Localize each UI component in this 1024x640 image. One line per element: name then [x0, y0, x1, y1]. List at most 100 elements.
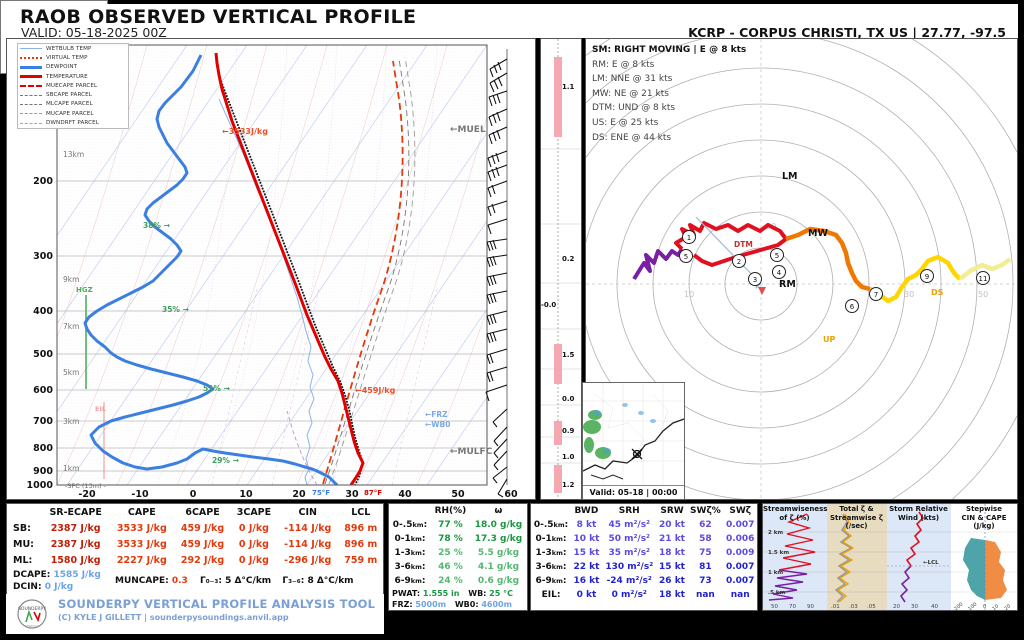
legend-swatch-mlcape: [20, 103, 42, 105]
bwd-row-unit: km: [551, 577, 563, 585]
swz-3-6: 0.007: [725, 562, 755, 572]
svg-text:90: 90: [807, 604, 814, 610]
rh-row-unit: km: [412, 521, 424, 529]
bwd-6-9: 16 kt: [573, 576, 600, 586]
table-row: 0-.5km: 77 % 18.0 g/kg: [389, 518, 527, 532]
svg-text:29% →: 29% →: [212, 456, 239, 465]
table-row: 1-3km: 25 % 5.5 g/kg: [389, 546, 527, 560]
table-row: 3-6km: 22 kt 130 m²/s² 15 kt 81 0.007: [531, 560, 757, 574]
hodo-trace-0-1km: [632, 247, 684, 281]
svg-text:5: 5: [775, 252, 779, 260]
table-row: 0-1km: 78 % 17.3 g/kg: [389, 532, 527, 546]
bwd-row-unit: km: [553, 521, 565, 529]
mu-6cape: 459 J/kg: [180, 538, 225, 550]
skewt-diagram[interactable]: 200 300 400 500 600 700 800 900 1000 13km 9km 7k…: [6, 38, 536, 500]
svg-text:10: 10: [684, 290, 694, 299]
strip-streamwiseness[interactable]: 2 km 1.5 km 1 km .5 km 50 70 90 Streamwisene…: [763, 504, 827, 610]
radar-inset[interactable]: Valid: 05-18 | 00:00: [582, 382, 685, 500]
omega-value-3-6: 4.1 g/kg: [477, 562, 520, 572]
omega-value-6-9: 0.6 g/kg: [477, 576, 520, 586]
svg-text:50: 50: [771, 604, 778, 610]
svg-text:11: 11: [979, 275, 988, 283]
col-blank: [531, 504, 571, 518]
rh-table: RH(%) ω 0-.5km: 77 % 18.0 g/kg 0-1km: 78…: [389, 504, 527, 588]
svg-text:3: 3: [753, 276, 757, 284]
swz-0-1: 0.006: [725, 534, 755, 544]
svg-text:1.1: 1.1: [562, 83, 575, 91]
svg-text:50: 50: [978, 290, 988, 299]
svg-text:0: 0: [190, 489, 197, 499]
srw-1-3: 18 kt: [659, 548, 685, 558]
srh-6-9: -24 m²/s²: [606, 576, 652, 586]
svg-text:4: 4: [777, 269, 782, 277]
radar-valid-label: Valid: 05-18 | 00:00: [583, 485, 684, 499]
svg-text:3km: 3km: [63, 417, 79, 426]
svg-text:7km: 7km: [63, 322, 79, 331]
table-row: 1-3km: 15 kt 35 m²/s² 18 kt 75 0.009: [531, 546, 757, 560]
rh-value-0-05: 77 %: [438, 520, 463, 530]
frz-row: FRZ: 5000m WB0: 4600m: [389, 599, 527, 610]
rh-value-1-3: 25 %: [438, 548, 463, 558]
legend-label: WETBULB TEMP: [46, 45, 92, 52]
srwind-high-trace: [905, 511, 925, 567]
strip-stepwise-cape[interactable]: -200 -100 0 10 20 Stepwise CIN & CAPE (J/k…: [951, 504, 1017, 613]
bwd-1-3: 15 kt: [573, 548, 600, 558]
hodo-label-dtm: DTM: [734, 240, 753, 249]
bwd-row-label: EIL: [541, 590, 557, 600]
svg-text:30: 30: [345, 489, 359, 499]
svg-text:.5 km: .5 km: [768, 590, 785, 596]
svg-text:200: 200: [33, 176, 53, 187]
srh-1-3: 35 m²/s²: [608, 548, 651, 558]
dcape-row: DCAPE: 1585 J/kg: [7, 569, 115, 581]
svg-text:20: 20: [1003, 603, 1012, 610]
col-swz-pct: SWζ%: [690, 506, 721, 516]
omega-strip: 1.1 0.2 -0.0 1.5 0.0 0.9 1.0 1.2: [540, 38, 582, 500]
strip-total-zeta[interactable]: .01 .03 .05 Total ζ & Streamwise ζ (/sec): [827, 504, 887, 610]
svg-text:50: 50: [451, 489, 465, 499]
svg-text:HGZ: HGZ: [76, 286, 93, 294]
hodo-label-mw: MW: [808, 228, 828, 239]
svg-text:7: 7: [874, 291, 878, 299]
hodo-info-ds: DS: ENE @ 44 kts: [592, 132, 672, 143]
virtual-temp-trace: [220, 80, 365, 485]
svg-text:1.0: 1.0: [562, 453, 575, 461]
srh-0-05: 45 m²/s²: [608, 520, 651, 530]
svg-text:1 km: 1 km: [768, 570, 783, 576]
bwd-row-unit: km: [551, 549, 563, 557]
muncape-value: 0.3: [171, 576, 188, 586]
ml-6cape: 292 J/kg: [180, 554, 225, 566]
svg-text:600: 600: [33, 385, 53, 396]
station-label: KCRP - CORPUS CHRISTI, TX US | 27.77, -9…: [688, 25, 1006, 40]
table-row: SB: 2387 J/kg 3533 J/kg 459 J/kg 0 J/kg …: [7, 520, 383, 536]
svg-text:87°F: 87°F: [364, 489, 382, 497]
table-row: MU: 2387 J/kg 3533 J/kg 459 J/kg 0 J/kg …: [7, 536, 383, 552]
ml-3cape: 0 J/kg: [238, 554, 269, 566]
lapse36-value: 8 Δ°C/km: [307, 576, 354, 586]
srw-6-9: 26 kt: [659, 576, 685, 586]
ml-cin: -296 J/kg: [284, 554, 332, 566]
swz-eil: nan: [730, 590, 750, 600]
table-row: 6-9km: 16 kt -24 m²/s² 26 kt 73 0.007: [531, 574, 757, 588]
svg-text:30: 30: [904, 290, 914, 299]
legend-item: SBCAPE PARCEL: [18, 90, 128, 99]
svg-text:60: 60: [504, 489, 518, 499]
svg-text:2 km: 2 km: [768, 530, 783, 536]
bwd-row-label: 6-9: [535, 576, 552, 586]
strip-sr-wind[interactable]: ←LCL 20 30 40 Storm Relative Wind (kts): [887, 504, 951, 610]
footer-credit[interactable]: (C) KYLE J GILLETT | sounderpysoundings.…: [58, 613, 289, 622]
svg-text:1km: 1km: [63, 464, 79, 473]
pwat-label: PWAT:: [392, 589, 421, 598]
srh-0-1: 50 m²/s²: [608, 534, 651, 544]
legend-item: MLCAPE PARCEL: [18, 100, 128, 109]
svg-text:0: 0: [983, 604, 986, 610]
svg-text:2: 2: [737, 258, 741, 266]
col-rh: RH(%): [434, 506, 467, 516]
mucape-parcel-trace: [328, 56, 416, 485]
pwat-row: PWAT: 1.555 in WB: 25 °C: [389, 588, 527, 599]
col-3cape: 3CAPE: [236, 507, 272, 518]
omega-value-1-3: 5.5 g/kg: [477, 548, 520, 558]
srw-0-05: 20 kt: [659, 520, 685, 530]
rm-vector: [695, 216, 762, 285]
dcin-row: DCIN: 0 J/kg: [7, 581, 115, 593]
table-row: 6-9km: 24 % 0.6 g/kg: [389, 574, 527, 588]
